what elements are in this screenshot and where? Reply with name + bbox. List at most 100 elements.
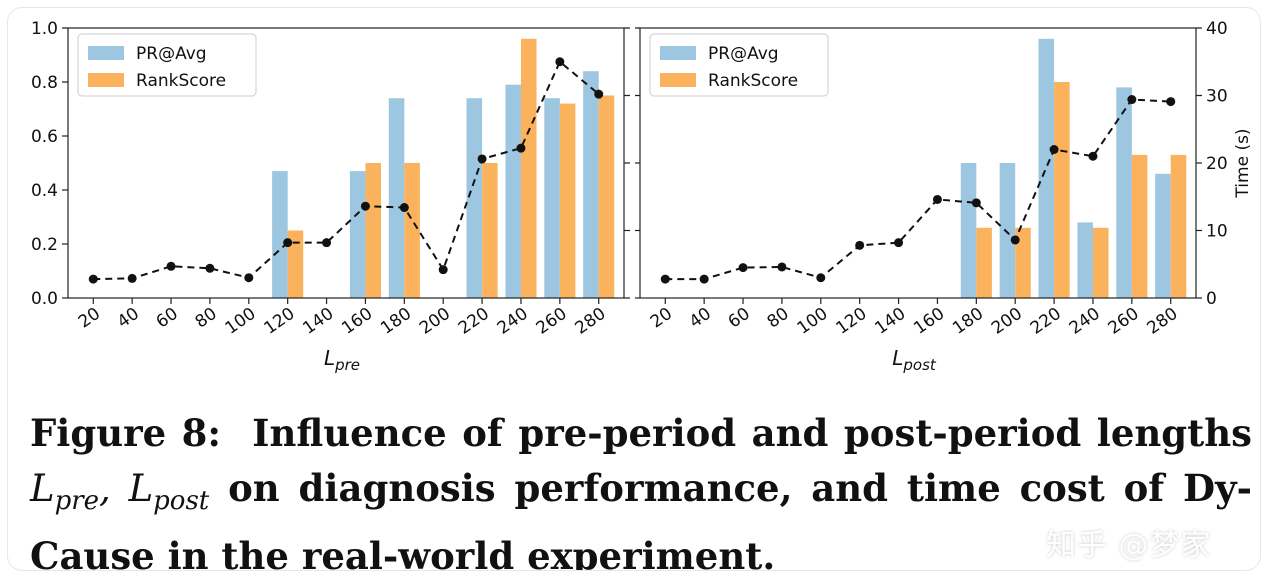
caption-math-2: Lpost — [128, 467, 210, 516]
time-point — [699, 274, 709, 284]
legend-label: RankScore — [136, 71, 226, 91]
x-tick-label: 100 — [794, 304, 832, 339]
caption-label: Figure 8: — [30, 411, 222, 455]
x-tick-label: 260 — [533, 304, 571, 339]
bar-pr-avg — [1038, 38, 1055, 299]
time-line — [93, 60, 600, 281]
bar-rankscore — [976, 227, 992, 298]
bar-rankscore — [1092, 227, 1109, 298]
figure-charts: 0.00.20.40.60.81.020 40 60 80 100 120 140 160 18… — [31, 19, 1253, 374]
x-tick-label: 260 — [1105, 304, 1143, 339]
bar-rankscore — [1131, 154, 1148, 298]
caption-math-1: Lpre — [30, 467, 99, 516]
x-axis-label: Lpost — [892, 346, 937, 374]
y-tick-label: 0.8 — [31, 73, 58, 93]
bar-rankscore — [365, 163, 381, 298]
x-tick-label: 160 — [338, 304, 376, 339]
legend-label: RankScore — [708, 71, 798, 91]
time-point — [438, 265, 448, 275]
bar-rankscore — [482, 163, 498, 298]
time-point — [1127, 95, 1137, 105]
x-tick-label: 120 — [832, 304, 870, 339]
x-tick-label: 40 — [114, 304, 143, 333]
x-tick-label: 280 — [572, 304, 610, 339]
time-point — [855, 240, 865, 250]
time-point — [399, 203, 409, 213]
figure-card: 0.0 0.2 0.4 0.6 0.8 1.0 20 40 60 80 100 120 140 160 18… — [8, 8, 1260, 570]
x-tick-label: 140 — [299, 304, 337, 339]
time-point — [1166, 97, 1176, 107]
bar-pr-avg — [272, 171, 288, 298]
legend-label: PR@Avg — [708, 44, 779, 64]
caption-math-1-sub: pre — [54, 486, 100, 516]
time-point — [283, 238, 293, 248]
bar-pr-avg — [1077, 222, 1093, 298]
x-tick-label: 100 — [222, 304, 260, 339]
x-tick-label: 200 — [988, 304, 1026, 339]
x-tick-label: 60 — [153, 304, 182, 333]
bar-rankscore — [1015, 227, 1031, 298]
time-point — [1088, 151, 1098, 161]
x-tick-label: 20 — [647, 304, 676, 333]
bar-rankscore — [559, 103, 576, 298]
x-tick-label: 240 — [1066, 304, 1104, 339]
bar-rankscore — [404, 163, 420, 298]
time-point — [971, 198, 981, 208]
bar-pr-avg — [999, 163, 1016, 298]
time-point — [205, 263, 215, 273]
x-tick-label: 180 — [377, 304, 415, 339]
y2-axis-label: Time (s) — [1233, 128, 1253, 198]
bar-pr-avg — [1116, 87, 1132, 299]
bar-pr-avg — [466, 98, 483, 298]
time-point — [322, 238, 332, 248]
x-tick-label: 120 — [260, 304, 298, 339]
x-axis-label: Lpre — [324, 346, 360, 374]
caption-text-1: Influence of pre-period and post-period … — [252, 411, 1252, 455]
x-tick-label: 220 — [455, 304, 493, 339]
time-point — [88, 274, 98, 284]
time-point — [777, 262, 787, 272]
time-point — [516, 143, 526, 153]
time-point — [1010, 235, 1020, 245]
x-tick-label: 240 — [494, 304, 532, 339]
x-tick-label: 20 — [75, 304, 104, 333]
legend-label: PR@Avg — [136, 44, 207, 64]
y2-tick-label: 40 — [1206, 19, 1228, 39]
x-tick-label: 80 — [192, 304, 221, 333]
bar-rankscore — [520, 38, 537, 299]
x-axis-label-main: L — [892, 346, 903, 370]
y-tick-label: 0.2 — [31, 235, 58, 255]
bar-pr-avg — [388, 98, 405, 298]
x-axis-label-sub: pre — [334, 356, 360, 374]
x-tick-label: 180 — [949, 304, 987, 339]
bar-rankscore — [287, 230, 304, 298]
time-point — [360, 201, 370, 211]
time-point — [477, 154, 487, 164]
time-point — [1049, 145, 1059, 154]
y2-tick-label: 10 — [1206, 222, 1228, 242]
time-point — [244, 273, 254, 283]
figure-caption: Figure 8: Influence of pre-period and po… — [30, 406, 1252, 570]
time-point — [594, 89, 604, 99]
y-tick-label: 0.6 — [31, 127, 58, 147]
bar-rankscore — [598, 95, 615, 298]
time-point — [816, 273, 826, 283]
x-axis-label-main: L — [324, 346, 335, 370]
caption-math-2-sub: post — [153, 486, 210, 516]
chart-panel-1: 0.0 0.2 0.4 0.6 0.8 1.0 20 40 60 80 100 120 140 160 18… — [31, 19, 630, 374]
bar-pr-avg — [960, 163, 977, 298]
legend-swatch — [88, 46, 124, 60]
bar-pr-avg — [349, 171, 366, 298]
y2-tick-label: 20 — [1206, 154, 1228, 174]
bar-rankscore — [1054, 82, 1070, 298]
bar-pr-avg — [1155, 173, 1171, 298]
legend-swatch — [660, 46, 696, 60]
caption-math-sep: , — [99, 467, 129, 510]
x-tick-label: 80 — [764, 304, 793, 333]
y2-tick-label: 0 — [1206, 289, 1217, 309]
caption-math-1-main: L — [30, 467, 55, 510]
caption-math-2-main: L — [128, 467, 154, 510]
watermark: 知乎 @梦家 — [1046, 528, 1212, 563]
bar-pr-avg — [583, 71, 599, 298]
